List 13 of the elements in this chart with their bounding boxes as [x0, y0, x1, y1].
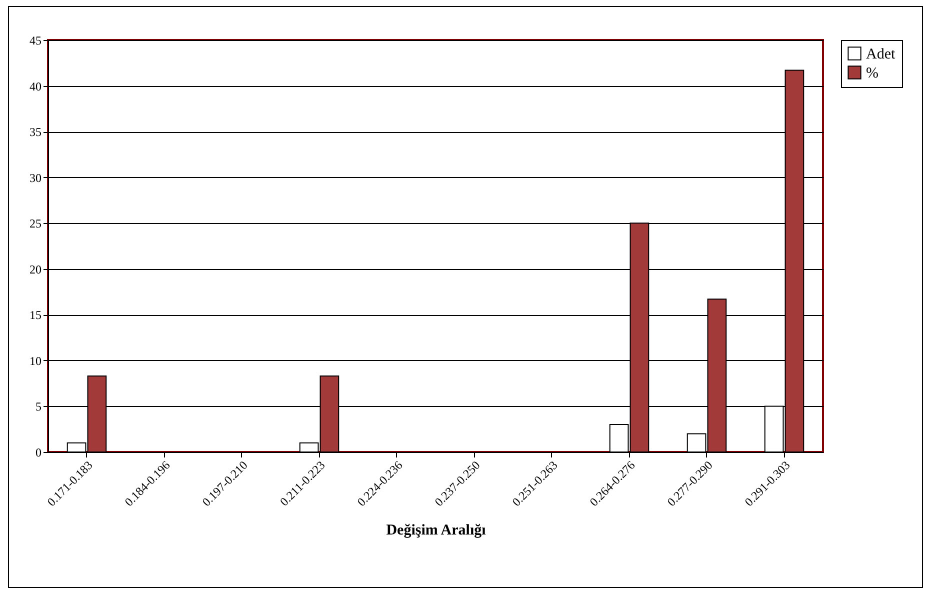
y-tick-label: 45 [30, 34, 42, 48]
y-tick-label: 10 [30, 354, 42, 368]
y-tick-label: 20 [30, 262, 42, 276]
y-tick-label: 25 [30, 216, 42, 231]
y-tick-label: 0 [36, 446, 42, 460]
y-tick-label: 35 [30, 125, 42, 140]
x-axis-title: Değişim Aralığı [386, 522, 486, 538]
y-tick-label: 30 [30, 170, 42, 185]
legend-label: Adet [866, 46, 896, 62]
y-tick-label: 40 [30, 79, 42, 94]
legend-label: % [866, 66, 878, 82]
y-tick-label: 5 [36, 400, 42, 414]
y-tick-label: 15 [30, 308, 42, 322]
